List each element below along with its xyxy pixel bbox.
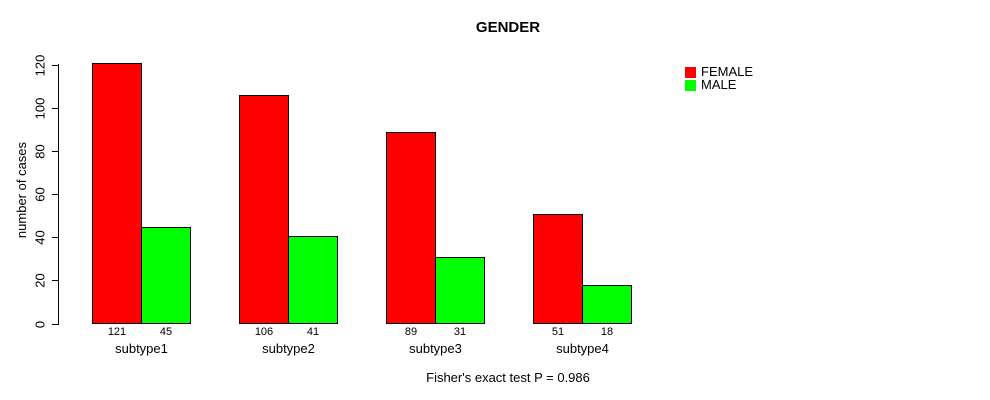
y-axis-tick <box>52 194 59 195</box>
legend: FEMALE MALE <box>685 64 754 92</box>
male-swatch-icon <box>685 79 696 91</box>
category-label-subtype1: subtype1 <box>115 341 168 356</box>
category-label-subtype2: subtype2 <box>262 341 315 356</box>
category-label-subtype4: subtype4 <box>556 341 609 356</box>
bar-count-female-subtype3: 89 <box>404 326 418 338</box>
chart-title: GENDER <box>475 19 541 36</box>
bar-male-subtype1 <box>141 226 191 324</box>
bar-male-subtype2 <box>288 235 338 324</box>
bar-female-subtype2 <box>239 95 289 324</box>
bar-female-subtype3 <box>386 131 436 324</box>
y-axis-tick <box>52 150 59 152</box>
y-axis-tick <box>52 280 59 282</box>
y-axis-tick-label: 80 <box>32 144 48 159</box>
bar-male-subtype4 <box>582 285 632 324</box>
bar-female-subtype1 <box>92 62 142 324</box>
y-axis-tick-label: 60 <box>32 187 48 202</box>
bar-count-male-subtype3: 31 <box>453 326 467 338</box>
y-axis-tick <box>52 64 59 66</box>
bar-count-female-subtype1: 121 <box>107 326 127 338</box>
y-axis-tick <box>52 107 59 109</box>
bar-count-male-subtype4: 18 <box>600 326 614 338</box>
y-axis-tick-label: 20 <box>32 273 48 289</box>
y-axis-tick-label: 100 <box>32 97 48 120</box>
y-axis-tick-label: 0 <box>32 320 48 328</box>
bar-male-subtype3 <box>435 257 485 324</box>
y-axis-tick-label: 120 <box>32 54 48 76</box>
statistical-test-annotation: Fisher's exact test P = 0.986 <box>426 370 590 385</box>
legend-label-male: MALE <box>701 77 737 92</box>
y-axis-tick <box>52 323 59 325</box>
y-axis-tick <box>52 237 59 239</box>
bar-count-male-subtype2: 41 <box>306 326 320 338</box>
bar-count-female-subtype4: 51 <box>551 326 565 338</box>
legend-item-male: MALE <box>685 77 753 92</box>
bar-count-female-subtype2: 106 <box>254 326 274 338</box>
y-axis-tick-label: 40 <box>32 230 48 245</box>
legend-item-female: FEMALE <box>685 64 754 79</box>
y-axis-title: number of cases <box>14 141 29 239</box>
bar-female-subtype4 <box>533 213 583 324</box>
bar-count-male-subtype1: 45 <box>159 326 173 338</box>
female-swatch-icon <box>685 66 696 78</box>
category-label-subtype3: subtype3 <box>409 341 462 356</box>
legend-label-female: FEMALE <box>701 64 754 79</box>
